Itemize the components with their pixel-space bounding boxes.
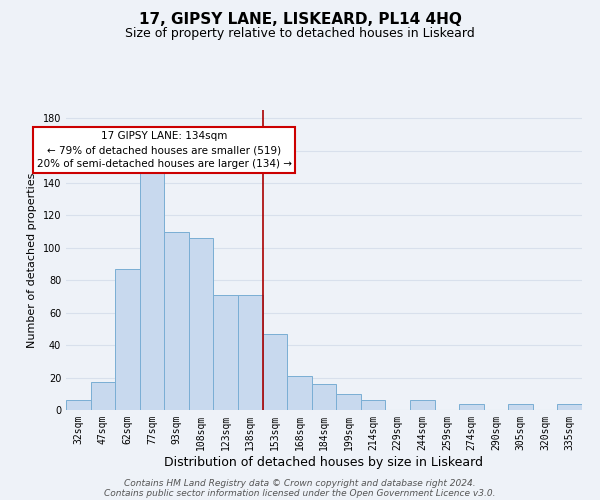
Bar bbox=[557, 404, 582, 410]
Bar bbox=[115, 269, 140, 410]
Bar bbox=[287, 376, 312, 410]
Bar bbox=[66, 400, 91, 410]
Text: 17 GIPSY LANE: 134sqm
← 79% of detached houses are smaller (519)
20% of semi-det: 17 GIPSY LANE: 134sqm ← 79% of detached … bbox=[37, 131, 292, 169]
Bar bbox=[336, 394, 361, 410]
Bar bbox=[164, 232, 189, 410]
Bar bbox=[91, 382, 115, 410]
Bar bbox=[361, 400, 385, 410]
Bar bbox=[263, 334, 287, 410]
Text: Size of property relative to detached houses in Liskeard: Size of property relative to detached ho… bbox=[125, 28, 475, 40]
Text: Contains public sector information licensed under the Open Government Licence v3: Contains public sector information licen… bbox=[104, 488, 496, 498]
Y-axis label: Number of detached properties: Number of detached properties bbox=[27, 172, 37, 348]
Bar bbox=[214, 295, 238, 410]
Bar bbox=[238, 295, 263, 410]
Bar bbox=[508, 404, 533, 410]
Bar bbox=[312, 384, 336, 410]
Bar bbox=[140, 173, 164, 410]
Bar bbox=[459, 404, 484, 410]
Text: 17, GIPSY LANE, LISKEARD, PL14 4HQ: 17, GIPSY LANE, LISKEARD, PL14 4HQ bbox=[139, 12, 461, 28]
Text: Contains HM Land Registry data © Crown copyright and database right 2024.: Contains HM Land Registry data © Crown c… bbox=[124, 478, 476, 488]
Bar bbox=[189, 238, 214, 410]
X-axis label: Distribution of detached houses by size in Liskeard: Distribution of detached houses by size … bbox=[164, 456, 484, 468]
Bar bbox=[410, 400, 434, 410]
